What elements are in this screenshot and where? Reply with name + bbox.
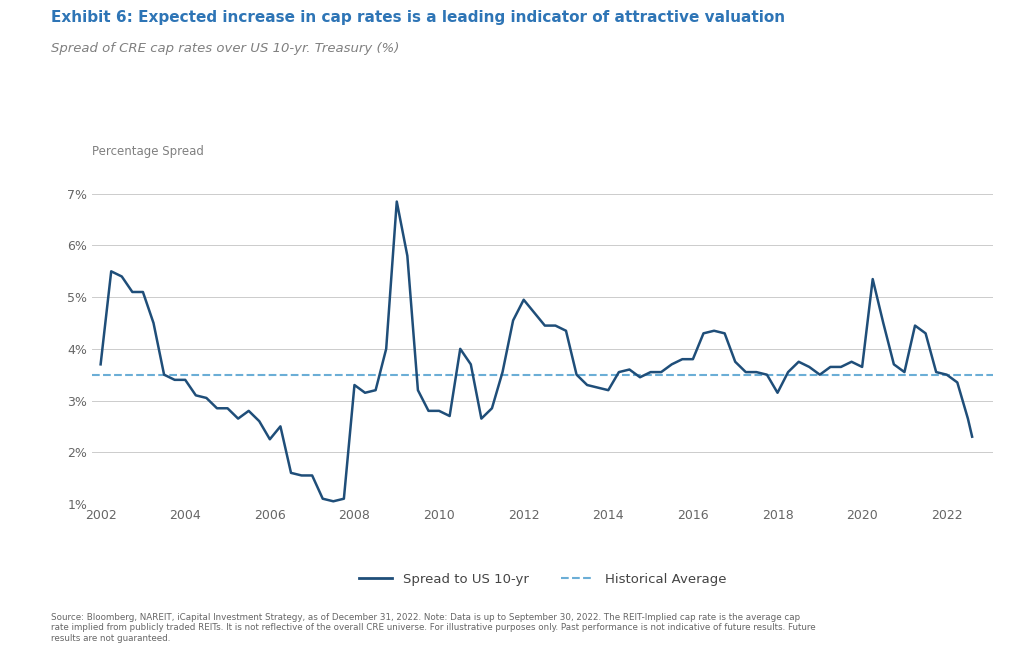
Text: Exhibit 6: Expected increase in cap rates is a leading indicator of attractive v: Exhibit 6: Expected increase in cap rate… [51, 10, 785, 25]
Text: Source: Bloomberg, NAREIT, iCapital Investment Strategy, as of December 31, 2022: Source: Bloomberg, NAREIT, iCapital Inve… [51, 613, 816, 643]
Legend: Spread to US 10-yr, Historical Average: Spread to US 10-yr, Historical Average [353, 568, 732, 591]
Text: Spread of CRE cap rates over US 10-yr. Treasury (%): Spread of CRE cap rates over US 10-yr. T… [51, 42, 399, 55]
Text: Percentage Spread: Percentage Spread [92, 145, 204, 158]
